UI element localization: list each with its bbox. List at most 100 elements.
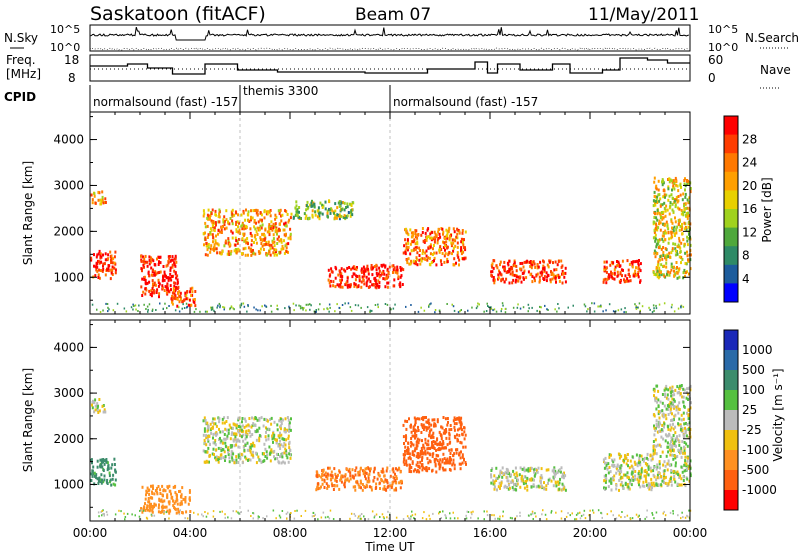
- velocity-cell: [672, 442, 675, 446]
- velocity-cell: [288, 424, 291, 428]
- power-cell: [533, 276, 536, 280]
- velocity-cell: [559, 470, 562, 474]
- power-ground-cell: [593, 302, 596, 305]
- velocity-cell: [91, 474, 94, 478]
- power-cell: [663, 231, 666, 235]
- power-cell: [543, 270, 546, 274]
- power-cell: [346, 214, 349, 218]
- power-cell: [268, 230, 271, 234]
- velocity-cell: [274, 457, 277, 461]
- power-cell: [223, 219, 226, 223]
- power-cell: [404, 250, 407, 254]
- velocity-cell: [242, 429, 245, 433]
- power-cell: [684, 274, 686, 278]
- power-ground-cell: [319, 303, 321, 306]
- velocity-cell: [354, 473, 357, 477]
- velocity-cell: [624, 473, 627, 477]
- power-cell: [653, 190, 656, 194]
- power-cell: [166, 282, 169, 286]
- power-ground-cell: [599, 305, 601, 308]
- power-cell: [343, 268, 345, 272]
- velocity-cell: [424, 437, 427, 441]
- velocity-cell: [234, 435, 237, 438]
- power-cell: [144, 254, 147, 258]
- power-cell: [104, 252, 107, 256]
- power-ground-cell: [522, 306, 525, 309]
- power-colorbar-tick: 12: [742, 225, 757, 239]
- velocity-ground-cell: [466, 510, 468, 513]
- velocity-ground-cell: [583, 509, 586, 512]
- power-cell: [204, 231, 206, 235]
- velocity-ground-cell: [237, 511, 239, 514]
- velocity-cell: [663, 474, 665, 477]
- power-cell: [255, 221, 257, 225]
- power-cell: [683, 244, 686, 248]
- power-ground-cell: [132, 303, 134, 306]
- velocity-cell: [669, 442, 672, 446]
- power-cell: [230, 249, 233, 253]
- velocity-cell: [426, 469, 429, 473]
- power-cell: [148, 289, 151, 293]
- power-cell: [102, 264, 104, 268]
- velocity-cell: [168, 489, 171, 493]
- power-ground-cell: [649, 308, 651, 311]
- power-cell: [273, 240, 276, 244]
- velocity-cell: [264, 455, 267, 458]
- velocity-cell: [394, 479, 397, 482]
- power-cell: [664, 238, 667, 242]
- power-cell: [276, 232, 278, 236]
- power-ground-cell: [315, 309, 317, 311]
- velocity-cell: [672, 389, 675, 393]
- velocity-cell: [675, 408, 678, 412]
- power-cell: [456, 236, 459, 240]
- velocity-ground-cell: [124, 516, 127, 518]
- velocity-cell: [357, 473, 360, 477]
- power-ground-cell: [305, 303, 308, 306]
- velocity-cell: [438, 447, 441, 450]
- velocity-cell: [547, 482, 549, 485]
- velocity-cell: [463, 430, 466, 434]
- velocity-cell: [96, 477, 99, 481]
- velocity-cell: [219, 441, 222, 445]
- velocity-cell: [670, 469, 673, 472]
- velocity-cell: [513, 483, 515, 487]
- power-cell: [278, 212, 281, 216]
- velocity-cell: [237, 455, 240, 459]
- velocity-cell: [618, 478, 621, 482]
- velocity-ground-cell: [382, 516, 385, 518]
- power-cell: [657, 260, 660, 264]
- velocity-cell: [412, 443, 415, 447]
- velocity-ground-cell: [638, 514, 640, 517]
- power-cell: [503, 267, 506, 271]
- power-cell: [344, 283, 347, 287]
- velocity-cell: [661, 479, 664, 483]
- velocity-cell: [652, 469, 655, 473]
- power-cell: [685, 262, 688, 266]
- power-cell: [375, 286, 378, 290]
- velocity-cell: [529, 478, 532, 482]
- power-cell: [602, 278, 605, 282]
- velocity-cell: [667, 450, 670, 454]
- power-cell: [689, 253, 692, 257]
- velocity-ground-cell: [579, 511, 581, 514]
- velocity-cell: [220, 456, 222, 460]
- power-cell: [159, 270, 162, 274]
- velocity-cell: [413, 449, 416, 453]
- velocity-cell: [645, 471, 648, 474]
- velocity-cell: [326, 472, 329, 476]
- velocity-cell: [237, 445, 240, 449]
- power-cell: [334, 209, 337, 213]
- power-cell: [328, 281, 331, 285]
- velocity-cell: [203, 427, 206, 431]
- power-cell: [515, 269, 518, 273]
- power-cell: [367, 267, 369, 271]
- power-cell: [462, 257, 464, 261]
- velocity-cell: [667, 397, 670, 401]
- velocity-cell: [630, 464, 633, 468]
- velocity-cell: [107, 464, 110, 468]
- power-cell: [173, 263, 176, 267]
- velocity-cell: [493, 485, 496, 489]
- velocity-cell: [664, 464, 667, 468]
- velocity-cell: [508, 472, 511, 476]
